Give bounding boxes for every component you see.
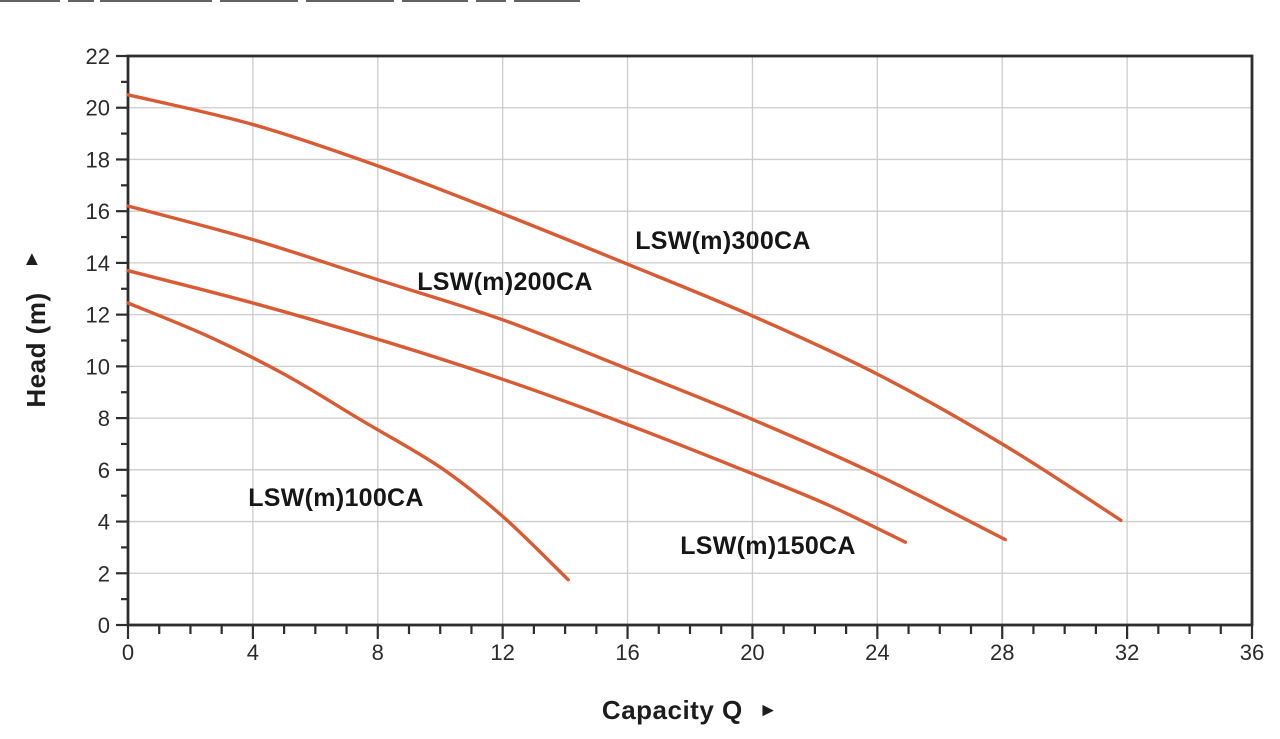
series-curve-LSW(m)150CA (126, 269, 908, 544)
y-tick-label: 18 (86, 147, 110, 172)
cropped-text-remnant-segment (100, 0, 212, 2)
x-tick-label: 16 (615, 640, 639, 665)
y-axis-title: Head (m) (16, 150, 56, 550)
y-tick-label: 14 (86, 251, 110, 276)
series-label-LSW(m)100CA: LSW(m)100CA (248, 484, 424, 512)
cropped-text-remnant-segment (68, 0, 94, 2)
x-tick-label: 20 (740, 640, 764, 665)
x-tick-label: 32 (1115, 640, 1139, 665)
cropped-text-remnant-segment (514, 0, 580, 2)
y-tick-label: 10 (86, 354, 110, 379)
x-axis-title: Capacity Q ► (540, 693, 840, 727)
y-tick-label: 20 (86, 96, 110, 121)
x-tick-label: 8 (372, 640, 384, 665)
y-tick-label: 16 (86, 199, 110, 224)
cropped-text-remnant-segment (476, 0, 506, 2)
series-curve-LSW(m)100CA (126, 301, 570, 582)
plot-border (126, 54, 1254, 627)
series-curve-LSW(m)200CA (126, 204, 1007, 542)
x-tick-label: 4 (247, 640, 259, 665)
x-tick-label: 0 (122, 640, 134, 665)
up-arrow-icon: ▲ (22, 248, 42, 270)
series-label-LSW(m)200CA: LSW(m)200CA (417, 268, 593, 296)
y-tick-label: 22 (86, 44, 110, 69)
cropped-text-remnant-segment (220, 0, 298, 2)
y-axis-title-text: Head (m) (20, 292, 51, 408)
cropped-text-remnant-segment (306, 0, 394, 2)
y-tick-label: 4 (98, 510, 110, 535)
cropped-top-text (0, 0, 1280, 3)
cropped-text-remnant-segment (402, 0, 468, 2)
x-tick-label: 36 (1240, 640, 1264, 665)
x-tick-label: 28 (990, 640, 1014, 665)
series-curve-LSW(m)300CA (126, 93, 1123, 522)
series-label-LSW(m)150CA: LSW(m)150CA (680, 532, 856, 560)
y-tick-label: 6 (98, 458, 110, 483)
series-label-LSW(m)300CA: LSW(m)300CA (635, 227, 811, 255)
x-tick-label: 24 (865, 640, 889, 665)
y-tick-label: 2 (98, 561, 110, 586)
y-tick-label: 0 (98, 613, 110, 638)
x-axis-title-text: Capacity Q (601, 694, 743, 725)
right-arrow-icon: ► (758, 699, 779, 721)
y-tick-label: 8 (98, 406, 110, 431)
y-tick-label: 12 (86, 303, 110, 328)
x-tick-label: 12 (490, 640, 514, 665)
cropped-text-remnant-segment (0, 0, 60, 2)
